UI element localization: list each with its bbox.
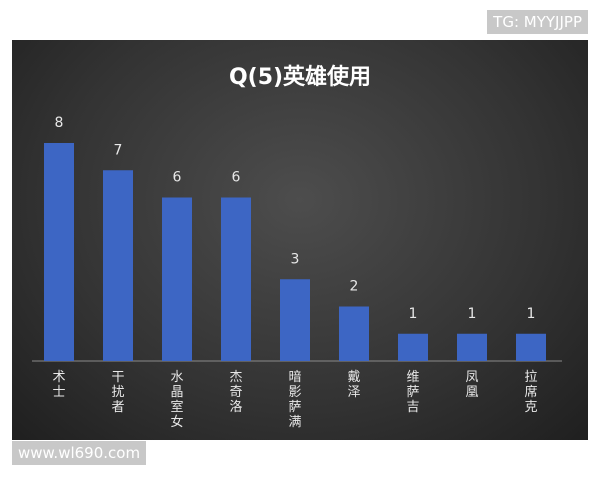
x-tick-label: 杰奇洛 (229, 370, 243, 415)
bar (162, 197, 192, 361)
value-label: 7 (114, 142, 123, 158)
value-label: 1 (527, 306, 536, 322)
bar (44, 143, 74, 361)
x-tick-label: 凤凰 (465, 370, 479, 400)
x-tick-label: 暗影萨满 (288, 370, 302, 430)
bar (457, 333, 487, 361)
value-label: 6 (173, 170, 182, 186)
x-tick-label: 术士 (52, 370, 66, 400)
x-tick-label: 干扰者 (111, 370, 125, 415)
x-tick-label: 戴泽 (347, 370, 361, 400)
x-tick-label: 拉席克 (524, 370, 538, 415)
bar (280, 279, 310, 361)
bar (516, 333, 546, 361)
bar (103, 170, 133, 361)
bar (339, 306, 369, 361)
x-tick-label: 水晶室女 (170, 370, 184, 430)
chart-title: Q(5)英雄使用 (229, 65, 371, 90)
watermark: www.wl690.com (12, 441, 147, 465)
bar (221, 197, 251, 361)
value-label: 1 (409, 306, 418, 322)
watermark: TG: MYYJJPP (487, 10, 588, 34)
x-tick-label: 维萨吉 (406, 370, 420, 415)
value-label: 1 (468, 306, 477, 322)
value-label: 8 (55, 115, 64, 131)
value-label: 3 (291, 251, 300, 267)
value-label: 6 (232, 170, 241, 186)
value-label: 2 (350, 279, 359, 295)
bar (398, 333, 428, 361)
